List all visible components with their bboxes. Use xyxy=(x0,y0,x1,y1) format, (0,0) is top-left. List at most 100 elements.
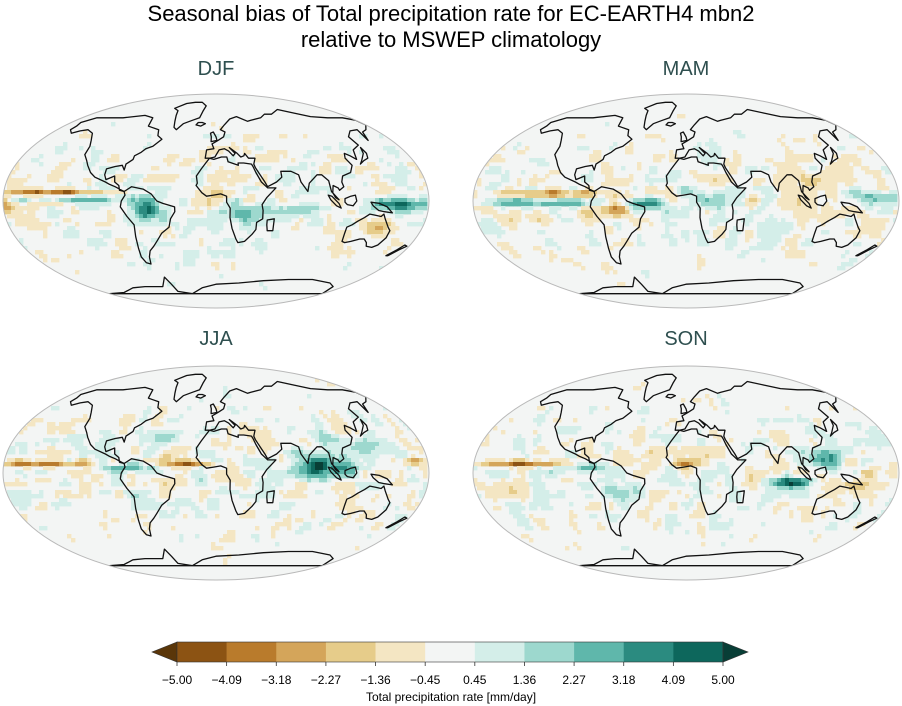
coastline-newguinea xyxy=(370,473,394,486)
colorbar-bin xyxy=(325,642,376,662)
coastline-australia xyxy=(341,213,391,249)
colorbar-tick-label: −2.27 xyxy=(310,673,342,687)
colorbar-tick-label: −0.45 xyxy=(409,673,441,687)
coastlines xyxy=(69,373,408,567)
colorbar-tick-label: −3.18 xyxy=(261,673,292,687)
coastline-southAmerica xyxy=(119,186,176,265)
coastline-southAmerica xyxy=(119,458,176,537)
coastline-antarctica xyxy=(109,548,334,567)
coastline-antarctica xyxy=(579,548,804,567)
coastline-iceland xyxy=(195,121,207,127)
coastline-australia xyxy=(341,485,391,521)
colorbar xyxy=(151,641,749,666)
coastline-africa xyxy=(665,428,747,516)
bias-field xyxy=(3,122,428,291)
panel-title-jja: JJA xyxy=(199,328,233,350)
coastline-britain xyxy=(209,131,218,143)
coastline-newzealand xyxy=(385,244,408,257)
coastline-greenland xyxy=(173,101,207,131)
colorbar-tick-label: 4.09 xyxy=(661,673,686,687)
colorbar-bin xyxy=(276,642,327,662)
colorbar-axis-label: Total precipitation rate [mm/day] xyxy=(365,690,537,704)
coastline-greenland xyxy=(643,373,677,403)
coastline-newzealand xyxy=(855,516,878,529)
coastline-northAmerica xyxy=(539,386,633,465)
coastline-borneo xyxy=(344,194,358,207)
coastline-africa xyxy=(195,428,277,516)
coastline-sumatra xyxy=(327,466,342,481)
figure-title-line-2: relative to MSWEP climatology xyxy=(300,27,602,52)
coastlines xyxy=(539,373,878,567)
coastline-northAmerica xyxy=(69,114,163,193)
coastline-sumatra xyxy=(797,466,812,481)
colorbar-bin xyxy=(574,642,625,662)
bias-field xyxy=(3,378,428,567)
colorbar-bin xyxy=(623,642,674,662)
coastline-iceland xyxy=(195,393,207,399)
coastline-sumatra xyxy=(797,194,812,209)
coastline-antarctica xyxy=(109,276,334,295)
coastline-borneo xyxy=(814,194,828,207)
map-son xyxy=(472,365,900,581)
colorbar-bin xyxy=(375,642,426,662)
colorbar-extend-high xyxy=(722,641,749,663)
map-djf xyxy=(2,93,430,309)
coastline-iceland xyxy=(665,121,677,127)
coastline-africa xyxy=(665,156,747,244)
colorbar-bin xyxy=(425,642,476,662)
map-frame xyxy=(472,365,900,581)
map-frame xyxy=(2,93,430,309)
colorbar-bin xyxy=(673,642,724,662)
figure-title-line-1: Seasonal bias of Total precipitation rat… xyxy=(147,1,755,26)
colorbar-tick-label: 0.45 xyxy=(463,673,487,687)
coastline-iceland xyxy=(665,393,677,399)
colorbar-tick-label: −4.09 xyxy=(211,673,242,687)
coastline-eurasia xyxy=(204,380,369,473)
coastline-newzealand xyxy=(855,244,878,257)
coastline-borneo xyxy=(814,466,828,479)
coastline-madagascar xyxy=(266,490,275,504)
coastlines xyxy=(539,101,878,295)
coastline-japan xyxy=(359,418,369,437)
colorbar-tick-label: 3.18 xyxy=(612,673,636,687)
coastline-borneo xyxy=(344,466,358,479)
map-frame xyxy=(472,93,900,309)
coastline-britain xyxy=(679,131,688,143)
coastline-northAmerica xyxy=(69,386,163,465)
colorbar-frame xyxy=(176,641,724,663)
colorbar-tick-label: 2.27 xyxy=(562,673,586,687)
colorbar-tick-label: −5.00 xyxy=(161,673,193,687)
coastline-southAmerica xyxy=(589,186,646,265)
coastline-britain xyxy=(679,403,688,415)
coastline-antarctica xyxy=(579,276,804,295)
coastline-japan xyxy=(359,146,369,165)
coastline-australia xyxy=(811,213,861,249)
coastline-madagascar xyxy=(266,218,275,232)
coastline-sumatra xyxy=(327,194,342,209)
colorbar-tick-label: −1.36 xyxy=(360,673,391,687)
map-frame xyxy=(2,365,430,581)
coastline-africa xyxy=(195,156,277,244)
colorbar-bin xyxy=(474,642,525,662)
map-mam xyxy=(472,93,900,309)
bias-field xyxy=(473,114,898,287)
coastline-britain xyxy=(209,403,218,415)
coastline-japan xyxy=(829,418,839,437)
coastline-eurasia xyxy=(674,380,839,473)
map-jja xyxy=(2,365,430,581)
coastline-newguinea xyxy=(840,201,864,214)
coastline-newguinea xyxy=(370,201,394,214)
colorbar-bin xyxy=(226,642,277,662)
colorbar-tick-label: 5.00 xyxy=(711,673,735,687)
coastline-japan xyxy=(829,146,839,165)
coastline-madagascar xyxy=(736,490,745,504)
coastlines xyxy=(69,101,408,295)
coastline-eurasia xyxy=(674,108,839,201)
coastline-southAmerica xyxy=(589,458,646,537)
panel-title-son: SON xyxy=(664,328,708,350)
coastline-newzealand xyxy=(385,516,408,529)
colorbar-extend-low xyxy=(151,641,178,663)
colorbar-bin xyxy=(177,642,227,662)
colorbar-tick-label: 1.36 xyxy=(512,673,537,687)
coastline-northAmerica xyxy=(539,114,633,193)
